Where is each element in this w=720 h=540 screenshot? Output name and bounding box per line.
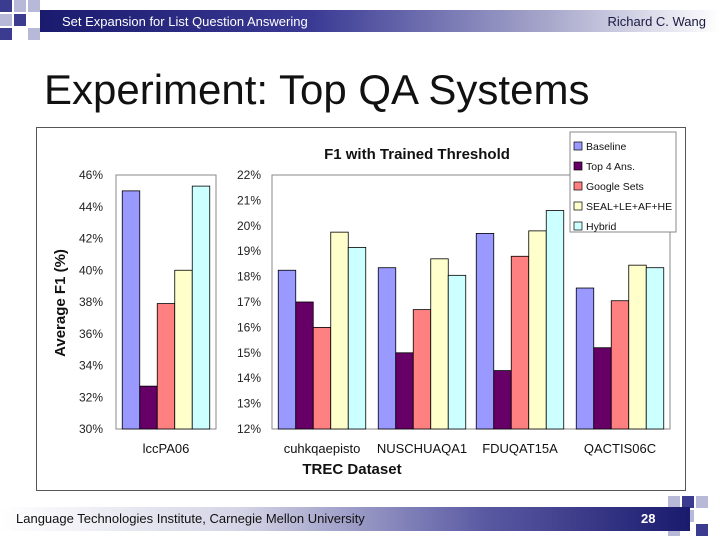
legend-swatch [573, 201, 583, 211]
y-axis-label: Average F1 (%) [52, 249, 69, 357]
right-axis-tick-label: 19% [237, 244, 261, 258]
right-axis-tick-label: 15% [237, 346, 261, 360]
legend-entry: Baseline [586, 141, 626, 153]
x-axis-label: TREC Dataset [302, 461, 401, 478]
bar-baseline-nuschuaqa1 [377, 267, 397, 430]
bar-hybrid-fduqat15a [545, 210, 565, 430]
left-axis-tick-label: 40% [79, 263, 103, 277]
header-bar [40, 10, 720, 32]
bar-seal-le-af-he-nuschuaqa1 [430, 258, 449, 430]
bar-hybrid-lccpa06 [191, 185, 211, 430]
bar-hybrid-cuhkqaepisto [347, 246, 367, 430]
footer-institution: Language Technologies Institute, Carnegi… [16, 511, 365, 526]
bar-google-sets-lccpa06 [156, 303, 176, 430]
right-axis-tick-label: 17% [237, 295, 261, 309]
legend-box [569, 131, 677, 233]
left-axis-tick-label: 30% [79, 422, 103, 436]
right-axis-tick-label: 22% [237, 168, 261, 182]
bar-google-sets-cuhkqaepisto [312, 326, 332, 430]
right-axis-tick-label: 18% [237, 270, 261, 284]
category-label: QACTIS06C [584, 441, 656, 456]
bar-seal-le-af-he-qactis06c [628, 264, 647, 430]
legend-swatch [573, 181, 583, 191]
bar-baseline-qactis06c [575, 287, 595, 430]
right-axis-tick-label: 20% [237, 219, 261, 233]
right-axis-tick-label: 13% [237, 397, 261, 411]
bar-baseline-fduqat15a [475, 233, 495, 430]
bar-baseline-lccpa06 [121, 190, 141, 430]
legend-entry: SEAL+LE+AF+HE [586, 201, 672, 213]
category-label: cuhkqaepisto [284, 441, 361, 456]
right-axis-tick-label: 12% [237, 422, 261, 436]
bar-top-4-ans--cuhkqaepisto [295, 301, 314, 430]
bar-baseline-cuhkqaepisto [277, 269, 297, 430]
bar-top-4-ans--qactis06c [593, 347, 612, 430]
bar-chart: F1 with Trained Threshold TREC Dataset A… [52, 131, 677, 478]
bar-hybrid-qactis06c [645, 267, 665, 430]
chart-container: F1 with Trained Threshold TREC Dataset A… [36, 127, 686, 491]
legend-swatch [573, 221, 583, 231]
chart-title: F1 with Trained Threshold [324, 146, 510, 163]
bar-top-4-ans--lccpa06 [139, 385, 158, 430]
right-axis-tick-label: 21% [237, 193, 261, 207]
decorative-squares-top [0, 0, 60, 44]
header-title: Set Expansion for List Question Answerin… [62, 14, 308, 29]
category-label: NUSCHUAQA1 [377, 441, 467, 456]
bar-google-sets-nuschuaqa1 [412, 309, 432, 430]
left-axis-tick-label: 34% [79, 359, 103, 373]
bar-seal-le-af-he-cuhkqaepisto [330, 231, 349, 430]
left-axis-tick-label: 42% [79, 232, 103, 246]
legend-entry: Google Sets [586, 181, 644, 193]
legend-entry: Hybrid [586, 221, 617, 233]
legend-entry: Top 4 Ans. [586, 161, 635, 173]
right-axis-tick-label: 16% [237, 320, 261, 334]
bar-google-sets-qactis06c [610, 300, 630, 430]
legend-swatch [573, 141, 583, 151]
left-axis-tick-label: 32% [79, 390, 103, 404]
bar-hybrid-nuschuaqa1 [447, 274, 467, 430]
slide-title: Experiment: Top QA Systems [44, 66, 590, 113]
bar-top-4-ans--nuschuaqa1 [395, 352, 414, 430]
footer-bar [0, 507, 690, 531]
legend-swatch [573, 161, 583, 171]
left-axis-tick-label: 36% [79, 327, 103, 341]
left-axis-tick-label: 44% [79, 200, 103, 214]
left-axis-tick-label: 46% [79, 168, 103, 182]
category-label: FDUQAT15A [482, 441, 558, 456]
page-number: 28 [641, 511, 656, 526]
bar-seal-le-af-he-fduqat15a [528, 230, 547, 430]
bar-google-sets-fduqat15a [510, 255, 530, 430]
bar-top-4-ans--fduqat15a [493, 370, 512, 430]
category-label: lccPA06 [143, 441, 190, 456]
header-author: Richard C. Wang [607, 14, 707, 29]
left-axis-tick-label: 38% [79, 295, 103, 309]
right-axis-tick-label: 14% [237, 371, 261, 385]
bar-seal-le-af-he-lccpa06 [174, 269, 193, 430]
